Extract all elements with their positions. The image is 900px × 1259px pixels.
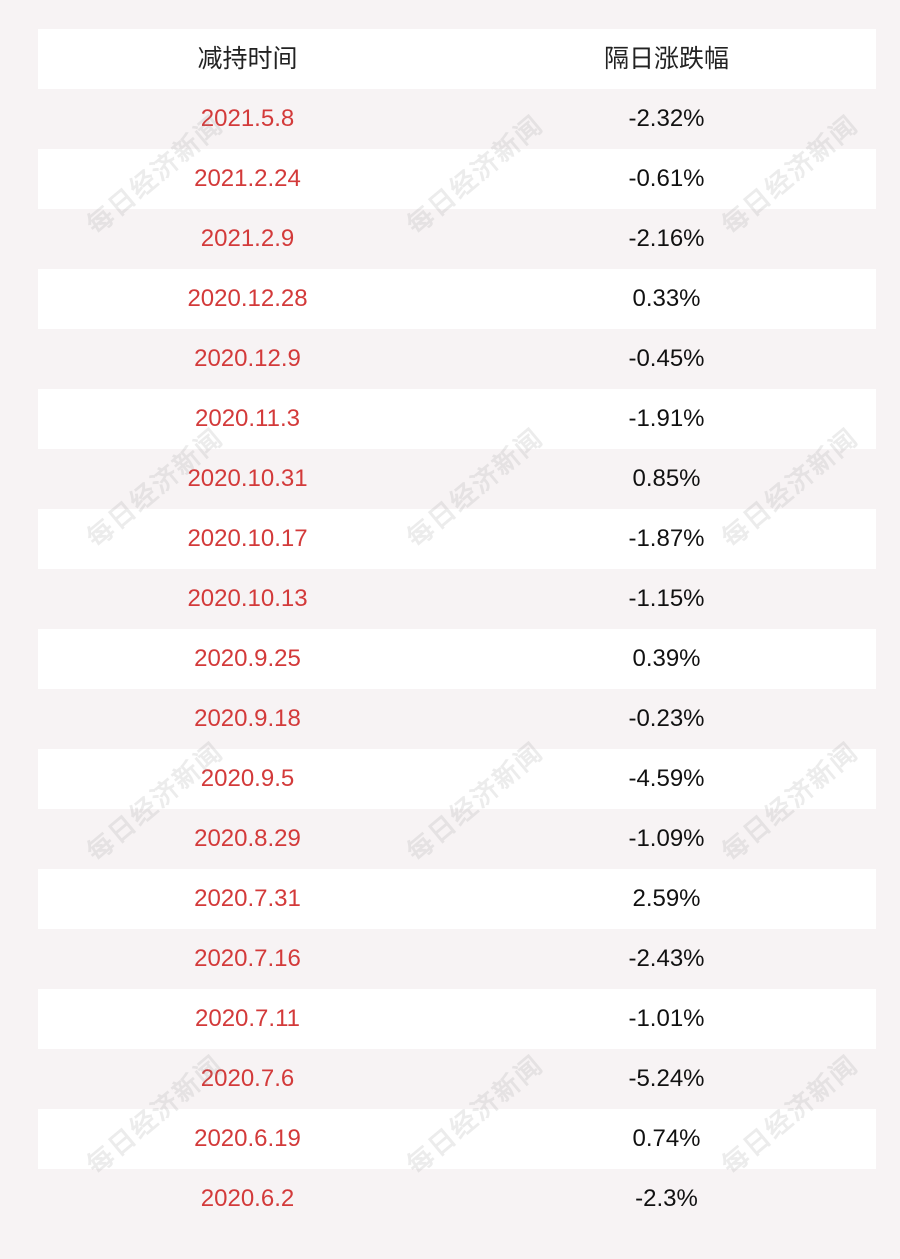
- table-row: 2020.11.3 -1.91%: [38, 389, 876, 449]
- table-row: 2020.7.6 -5.24%: [38, 1049, 876, 1109]
- date-cell: 2020.8.29: [194, 825, 301, 852]
- table-row: 2021.2.9 -2.16%: [38, 209, 876, 269]
- header-date: 减持时间: [197, 45, 298, 73]
- table-row: 2020.7.16 -2.43%: [38, 929, 876, 989]
- date-cell: 2020.7.11: [195, 1005, 300, 1032]
- change-cell: -2.43%: [628, 945, 705, 972]
- table-header-row: 减持时间 隔日涨跌幅: [38, 29, 876, 89]
- header-change: 隔日涨跌幅: [603, 45, 729, 73]
- date-cell: 2020.7.6: [200, 1065, 295, 1092]
- date-cell: 2020.6.19: [194, 1125, 301, 1152]
- date-cell: 2020.7.31: [194, 885, 301, 912]
- table-row: 2021.5.8 -2.32%: [38, 89, 876, 149]
- change-cell: -1.87%: [628, 525, 705, 552]
- table-row: 2020.8.29 -1.09%: [38, 809, 876, 869]
- date-cell: 2020.7.16: [194, 945, 301, 972]
- change-cell: 2.59%: [632, 885, 701, 912]
- table-row: 2020.9.5 -4.59%: [38, 749, 876, 809]
- date-cell: 2020.9.18: [194, 705, 301, 732]
- date-cell: 2020.10.31: [187, 465, 308, 492]
- table-row: 2020.10.13 -1.15%: [38, 569, 876, 629]
- change-cell: -1.91%: [628, 405, 705, 432]
- date-cell: 2020.10.13: [187, 585, 308, 612]
- change-cell: -0.45%: [628, 345, 705, 372]
- table-row: 2020.6.19 0.74%: [38, 1109, 876, 1169]
- date-cell: 2020.9.25: [194, 645, 301, 672]
- change-cell: -0.61%: [628, 165, 705, 192]
- date-cell: 2021.5.8: [200, 105, 295, 132]
- change-cell: -4.59%: [628, 765, 705, 792]
- date-cell: 2021.2.24: [194, 165, 301, 192]
- reduction-table: 减持时间 隔日涨跌幅 2021.5.8 -2.32% 2021.2.24 -0.…: [38, 29, 876, 1229]
- date-cell: 2021.2.9: [200, 225, 295, 252]
- table-row: 2020.7.11 -1.01%: [38, 989, 876, 1049]
- table-row: 2020.12.9 -0.45%: [38, 329, 876, 389]
- change-cell: 0.74%: [632, 1125, 701, 1152]
- table-row: 2020.9.25 0.39%: [38, 629, 876, 689]
- change-cell: -0.23%: [628, 705, 705, 732]
- change-cell: -1.15%: [628, 585, 705, 612]
- table-row: 2020.10.17 -1.87%: [38, 509, 876, 569]
- table-row: 2020.6.2 -2.3%: [38, 1169, 876, 1229]
- change-cell: -1.01%: [628, 1005, 705, 1032]
- table-row: 2020.7.31 2.59%: [38, 869, 876, 929]
- table-row: 2021.2.24 -0.61%: [38, 149, 876, 209]
- change-cell: -2.3%: [635, 1185, 698, 1212]
- date-cell: 2020.11.3: [195, 405, 300, 432]
- table-row: 2020.12.28 0.33%: [38, 269, 876, 329]
- change-cell: 0.85%: [632, 465, 701, 492]
- table-row: 2020.10.31 0.85%: [38, 449, 876, 509]
- change-cell: 0.39%: [632, 645, 701, 672]
- change-cell: 0.33%: [632, 285, 701, 312]
- change-cell: -1.09%: [628, 825, 705, 852]
- change-cell: -2.16%: [628, 225, 705, 252]
- table-row: 2020.9.18 -0.23%: [38, 689, 876, 749]
- date-cell: 2020.6.2: [200, 1185, 295, 1212]
- change-cell: -5.24%: [628, 1065, 705, 1092]
- date-cell: 2020.12.28: [187, 285, 308, 312]
- date-cell: 2020.12.9: [194, 345, 301, 372]
- change-cell: -2.32%: [628, 105, 705, 132]
- date-cell: 2020.9.5: [200, 765, 295, 792]
- date-cell: 2020.10.17: [187, 525, 308, 552]
